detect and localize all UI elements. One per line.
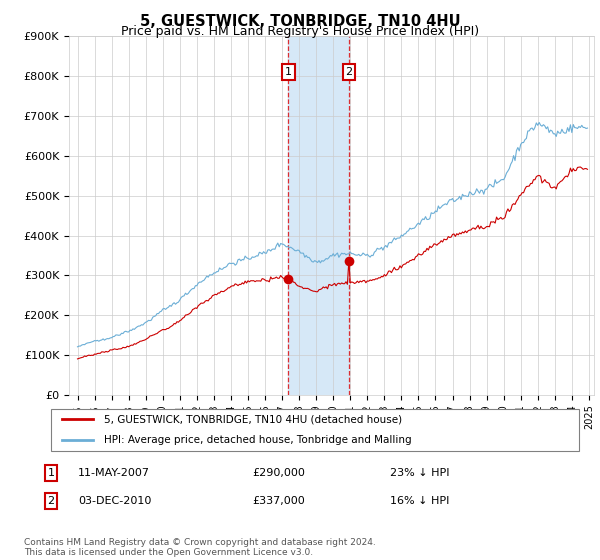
- Text: £337,000: £337,000: [252, 496, 305, 506]
- Text: Contains HM Land Registry data © Crown copyright and database right 2024.
This d: Contains HM Land Registry data © Crown c…: [24, 538, 376, 557]
- Text: 5, GUESTWICK, TONBRIDGE, TN10 4HU (detached house): 5, GUESTWICK, TONBRIDGE, TN10 4HU (detac…: [104, 414, 402, 424]
- Text: Price paid vs. HM Land Registry's House Price Index (HPI): Price paid vs. HM Land Registry's House …: [121, 25, 479, 38]
- Text: 23% ↓ HPI: 23% ↓ HPI: [390, 468, 449, 478]
- Text: 2: 2: [47, 496, 55, 506]
- Text: 16% ↓ HPI: 16% ↓ HPI: [390, 496, 449, 506]
- Text: 2: 2: [346, 67, 352, 77]
- Text: 5, GUESTWICK, TONBRIDGE, TN10 4HU: 5, GUESTWICK, TONBRIDGE, TN10 4HU: [140, 14, 460, 29]
- Text: HPI: Average price, detached house, Tonbridge and Malling: HPI: Average price, detached house, Tonb…: [104, 435, 412, 445]
- Text: 03-DEC-2010: 03-DEC-2010: [78, 496, 151, 506]
- Bar: [289, 36, 349, 395]
- Text: 11-MAY-2007: 11-MAY-2007: [78, 468, 150, 478]
- Text: 1: 1: [47, 468, 55, 478]
- FancyBboxPatch shape: [51, 409, 579, 451]
- Text: £290,000: £290,000: [252, 468, 305, 478]
- Text: 1: 1: [285, 67, 292, 77]
